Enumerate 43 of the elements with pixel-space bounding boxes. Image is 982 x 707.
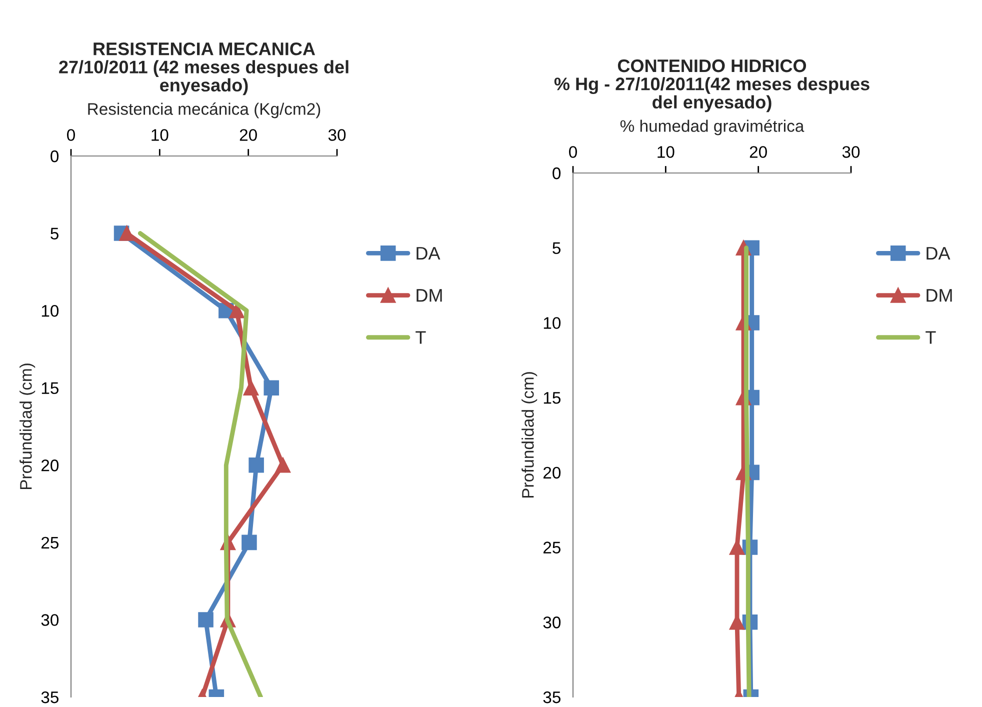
legend-label: DA (926, 247, 950, 260)
y-tick-label: 5 (50, 228, 58, 240)
x-tick-label: 30 (842, 146, 860, 158)
y-tick-label: 35 (41, 691, 58, 704)
x-axis-title: % humedad gravimétrica (620, 119, 804, 136)
y-tick-label: 25 (543, 542, 560, 554)
chart-title: RESISTENCIA MECANICA 27/10/2011 (42 meses despues del enyesado) (59, 42, 348, 96)
line-series (138, 231, 263, 697)
x-tick-label: 0 (569, 146, 577, 158)
x-tick-label: 10 (658, 146, 674, 158)
point (243, 380, 259, 396)
y-tick-label: 30 (41, 614, 59, 626)
point (248, 458, 264, 473)
x-tick-label: 10 (152, 129, 168, 141)
y-tick-label: 5 (552, 242, 560, 254)
y-tick-label: 35 (543, 691, 560, 704)
y-tick-label: 10 (544, 317, 561, 329)
point (275, 458, 291, 473)
legend-label: T (416, 331, 426, 344)
legend-label: DM (926, 289, 952, 302)
y-tick-label: 10 (42, 304, 59, 317)
y-tick-label: 25 (41, 536, 58, 549)
x-tick-label: 30 (328, 129, 346, 141)
x-axis-title: Resistencia mecánica (Kg/cm2) (88, 102, 320, 118)
y-axis-title: Profundidad (cm) (20, 364, 36, 490)
y-tick-label: 15 (544, 392, 560, 404)
x-tick-label: 20 (750, 146, 767, 158)
point (119, 226, 134, 241)
x-tick-label: 0 (67, 129, 75, 141)
legend-label: T (926, 331, 936, 344)
x-tick-label: 20 (240, 129, 257, 141)
chart-title: CONTENIDO HIDRICO % Hg - 27/10/2011(42 meses despues del enyesado) (554, 59, 870, 112)
y-tick-label: 20 (41, 460, 59, 472)
point (198, 612, 214, 628)
legend-label: DA (416, 247, 440, 260)
y-tick-label: 30 (543, 616, 561, 628)
y-axis-title: Profundidad (cm) (522, 372, 538, 498)
y-tick-label: 0 (552, 167, 561, 180)
legend-label: DM (416, 289, 442, 302)
y-tick-label: 15 (42, 382, 58, 394)
y-tick-label: 20 (543, 466, 561, 479)
point (242, 534, 257, 550)
point (264, 380, 280, 396)
